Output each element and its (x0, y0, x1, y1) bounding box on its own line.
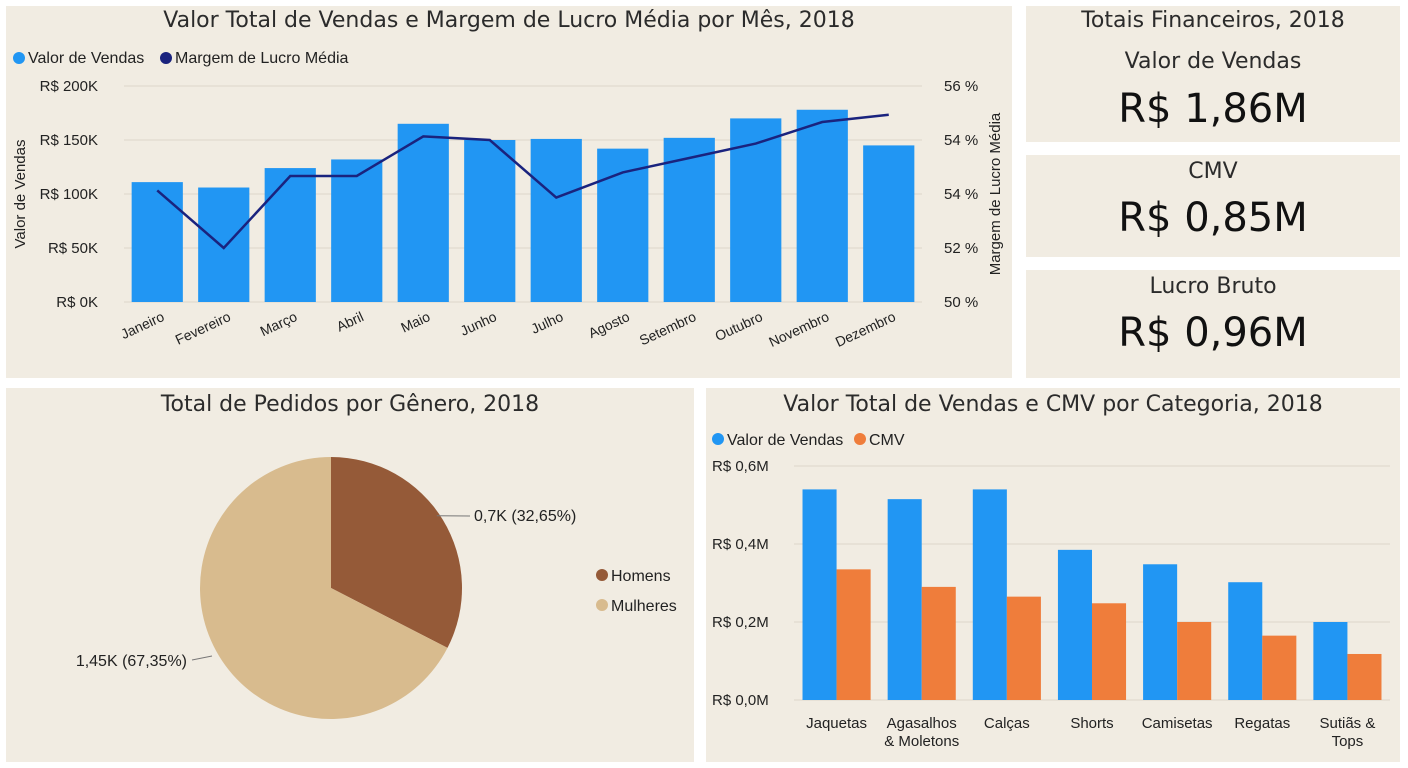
pie-slice (331, 457, 463, 648)
sales-bar (887, 499, 922, 700)
y-tick-label-left: R$ 100K (40, 186, 98, 203)
y-tick-label-left: R$ 150K (40, 132, 98, 149)
x-tick-label: Maio (398, 308, 432, 335)
totals-title-card: Totais Financeiros, 2018 Valor de Vendas… (1026, 6, 1400, 142)
sales-bar (796, 109, 848, 302)
x-tick-label: Calças (984, 715, 1030, 732)
kpi-label-cmv: CMV (1188, 159, 1238, 184)
kpi-card-cmv: CMV R$ 0,85M (1026, 155, 1400, 257)
y-tick-label-left: R$ 0K (56, 294, 98, 311)
legend-label-sales: Valor de Vendas (28, 50, 144, 67)
y-tick-label-right: 50 % (944, 294, 978, 311)
kpi-label-gross-profit: Lucro Bruto (1149, 274, 1277, 299)
y-tick-label-right: 54 % (944, 132, 978, 149)
sales-bar (530, 138, 582, 302)
x-tick-label: Dezembro (833, 308, 898, 350)
x-tick-label: Fevereiro (173, 308, 234, 348)
sales-bar (730, 118, 782, 303)
monthly-sales-panel: Valor Total de Vendas e Margem de Lucro … (6, 6, 1012, 378)
x-tick-label: Junho (458, 308, 500, 339)
pie-data-label: 0,7K (32,65%) (474, 508, 576, 525)
y-tick-label-left: R$ 200K (40, 78, 98, 95)
legend-marker-sales (712, 433, 724, 445)
x-tick-label: Abril (334, 308, 366, 334)
gender-chart-title: Total de Pedidos por Gênero, 2018 (160, 392, 540, 417)
x-tick-label: Regatas (1234, 715, 1290, 732)
sales-bar (464, 140, 516, 302)
kpi-value-cmv: R$ 0,85M (1118, 195, 1308, 241)
y-axis-title-right: Margem de Lucro Média (987, 112, 1004, 275)
legend-marker-sales (13, 52, 25, 64)
sales-bar (1057, 549, 1092, 700)
cmv-bar (1092, 603, 1127, 700)
sales-bar (264, 168, 316, 302)
monthly-chart-title: Valor Total de Vendas e Margem de Lucro … (163, 8, 855, 33)
cmv-bar (1347, 653, 1382, 700)
x-tick-label: Camisetas (1142, 715, 1213, 732)
gender-panel: Total de Pedidos por Gênero, 2018 0,7K (… (6, 388, 694, 762)
y-tick-label: R$ 0,6M (712, 458, 769, 475)
pie-data-label: 1,45K (67,35%) (76, 653, 187, 670)
category-panel: Valor Total de Vendas e CMV por Categori… (706, 388, 1400, 762)
sales-bar (802, 489, 837, 700)
legend-label-cmv: CMV (869, 432, 905, 449)
legend-marker-cmv (854, 433, 866, 445)
y-tick-label-right: 52 % (944, 240, 978, 257)
x-tick-label: Novembro (766, 308, 831, 350)
sales-bar (972, 489, 1007, 700)
kpi-card-gross-profit: Lucro Bruto R$ 0,96M (1026, 270, 1400, 378)
x-tick-label: Agasalhos & Moletons (884, 715, 959, 750)
sales-bar (863, 145, 915, 302)
y-axis-title-left: Valor de Vendas (12, 140, 29, 249)
x-tick-label: Shorts (1070, 715, 1113, 732)
legend-label-men: Homens (611, 568, 671, 585)
legend-label-margin: Margem de Lucro Média (175, 50, 349, 67)
sales-bar (1313, 622, 1348, 700)
y-tick-label: R$ 0,2M (712, 614, 769, 631)
cmv-bar (1006, 596, 1041, 700)
legend-marker-women (596, 599, 608, 611)
x-tick-label: Agosto (586, 308, 632, 341)
sales-bar (663, 137, 715, 302)
sales-bar (597, 148, 649, 302)
cmv-bar (1262, 635, 1297, 700)
y-tick-label-left: R$ 50K (48, 240, 98, 257)
x-tick-label: Março (257, 308, 299, 339)
y-tick-label-right: 56 % (944, 78, 978, 95)
sales-bar (1228, 582, 1263, 700)
y-tick-label: R$ 0,0M (712, 692, 769, 709)
y-tick-label: R$ 0,4M (712, 536, 769, 553)
x-tick-label: Janeiro (118, 308, 167, 342)
margin-line (156, 113, 889, 250)
sales-bar (198, 187, 250, 302)
kpi-value-gross-profit: R$ 0,96M (1118, 310, 1308, 356)
x-tick-label: Outubro (712, 308, 765, 344)
category-chart: R$ 0,0M R$ 0,2M R$ 0,4M R$ 0,6M Jaquetas Aga… (712, 432, 1390, 750)
cmv-bar (921, 586, 956, 700)
y-tick-label-right: 54 % (944, 186, 978, 203)
cmv-bar (1177, 622, 1212, 700)
kpi-label-sales: Valor de Vendas (1124, 49, 1302, 74)
cmv-bar (836, 569, 871, 700)
totals-title: Totais Financeiros, 2018 (1081, 8, 1345, 33)
pie-leader-line (191, 655, 213, 661)
sales-bar (397, 123, 449, 302)
legend-marker-margin (160, 52, 172, 64)
x-tick-label: Sutiãs & Tops (1319, 715, 1375, 750)
legend-marker-men (596, 569, 608, 581)
kpi-value-sales: R$ 1,86M (1118, 86, 1308, 132)
x-tick-label: Setembro (637, 308, 699, 348)
x-tick-label: Julho (528, 308, 565, 337)
sales-bar (331, 159, 383, 302)
monthly-chart: R$ 0K R$ 50K R$ 100K R$ 150K R$ 200K 50 % 52 … (12, 50, 1004, 350)
legend-label-sales: Valor de Vendas (727, 432, 843, 449)
gender-pie-chart: 0,7K (32,65%) 1,45K (67,35%) Homens Mulher… (76, 457, 677, 719)
sales-bar (131, 182, 183, 302)
category-chart-title: Valor Total de Vendas e CMV por Categori… (783, 392, 1323, 417)
x-tick-label: Jaquetas (806, 715, 867, 732)
legend-label-women: Mulheres (611, 598, 677, 615)
sales-bar (1143, 564, 1178, 700)
pie-slice (199, 457, 448, 719)
